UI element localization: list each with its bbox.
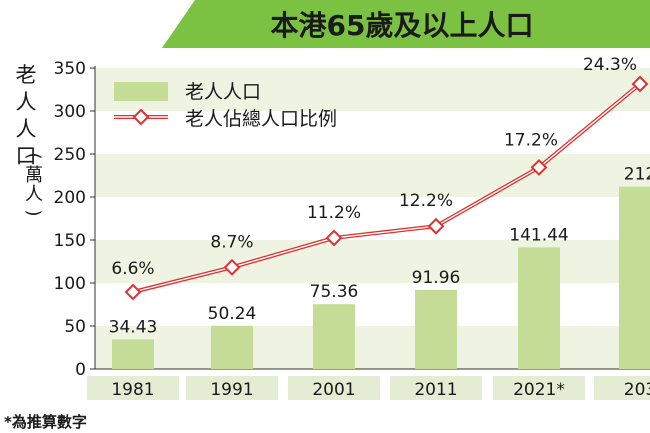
x-tick-label: 1991	[210, 380, 253, 400]
y-axis-label-char: 人	[16, 117, 37, 141]
title-banner: 本港65歲及以上人口	[162, 0, 650, 48]
y-axis-label-char: 老	[16, 63, 37, 87]
y-tick-label: 300	[54, 102, 86, 122]
background-bands	[95, 68, 650, 369]
x-axis-cells: 1981 1991 2001 2011 2021* 203	[87, 376, 650, 400]
grid-band	[95, 326, 650, 369]
line-data-label: 24.3%	[583, 55, 637, 75]
bar	[518, 247, 560, 369]
y-tick-label: 100	[54, 274, 86, 294]
y-axis-label-char: (	[23, 152, 44, 159]
bar	[619, 186, 650, 369]
x-tick-label: 1981	[111, 380, 154, 400]
bar-series: 34.43 50.24 75.36 91.96 141.44 212	[109, 165, 650, 369]
bar	[112, 339, 154, 369]
y-axis: 0 50 100 150 200 250 300 350	[54, 59, 650, 380]
grid-band	[95, 111, 650, 154]
grid-band	[95, 68, 650, 111]
x-axis-cell	[493, 376, 585, 400]
x-axis-cell	[594, 376, 650, 400]
x-axis-cell	[288, 376, 380, 400]
line-data-label: 17.2%	[504, 130, 558, 150]
legend-bar-label: 老人人口	[185, 81, 261, 103]
y-axis-label: 老人人口(萬人)	[16, 63, 45, 217]
footnote: *為推算數字	[4, 413, 87, 431]
bar	[211, 325, 253, 369]
x-axis-cell	[390, 376, 482, 400]
x-tick-label: 203	[624, 380, 650, 400]
y-axis-label-char: 人	[25, 184, 43, 205]
bar-data-label: 91.96	[412, 268, 461, 288]
y-tick-label: 150	[54, 231, 86, 251]
line-marker	[427, 217, 445, 235]
line-data-label: 6.6%	[111, 259, 154, 279]
x-axis-cell	[186, 376, 278, 400]
y-tick-label: 0	[75, 360, 86, 380]
legend-line-label: 老人佔總人口比例	[185, 108, 337, 130]
legend-bar-swatch	[114, 82, 168, 101]
line-marker	[325, 229, 343, 247]
line-series: 6.6% 8.7% 11.2% 12.2% 17.2% 24.3%	[111, 55, 649, 301]
x-tick-label: 2011	[414, 380, 457, 400]
x-axis-cell	[87, 376, 179, 400]
y-axis-label-char: 人	[16, 90, 37, 114]
bar	[415, 289, 457, 369]
y-axis-label-char: 口	[16, 144, 37, 168]
bar-data-label: 212	[624, 165, 650, 185]
y-tick-label: 50	[64, 317, 86, 337]
bar	[313, 304, 355, 369]
bar-data-label: 50.24	[208, 304, 257, 324]
line-marker	[631, 75, 649, 93]
bar-data-label: 34.43	[109, 317, 158, 337]
grid-band	[95, 240, 650, 283]
title-background	[162, 0, 650, 48]
bar-data-label: 141.44	[509, 225, 568, 245]
x-tick-label: 2001	[312, 380, 355, 400]
grid-band	[95, 283, 650, 326]
x-tick-label: 2021*	[513, 380, 565, 400]
line-data-label: 8.7%	[210, 232, 253, 252]
y-tick-label: 200	[54, 188, 86, 208]
line-data-label: 11.2%	[307, 203, 361, 223]
chart-title: 本港65歲及以上人口	[271, 9, 534, 42]
legend-line-marker	[132, 108, 150, 126]
line-marker	[223, 258, 241, 276]
bar-data-label: 75.36	[310, 282, 359, 302]
y-tick-label: 250	[54, 145, 86, 165]
percentage-line-highlight	[132, 83, 641, 293]
grid-band	[95, 154, 650, 197]
line-data-label: 12.2%	[399, 191, 453, 211]
y-axis-label-char: 萬	[25, 165, 43, 186]
y-tick-label: 350	[54, 59, 86, 79]
line-marker	[530, 159, 548, 176]
line-marker	[124, 283, 142, 301]
y-axis-label-char: )	[23, 209, 44, 216]
